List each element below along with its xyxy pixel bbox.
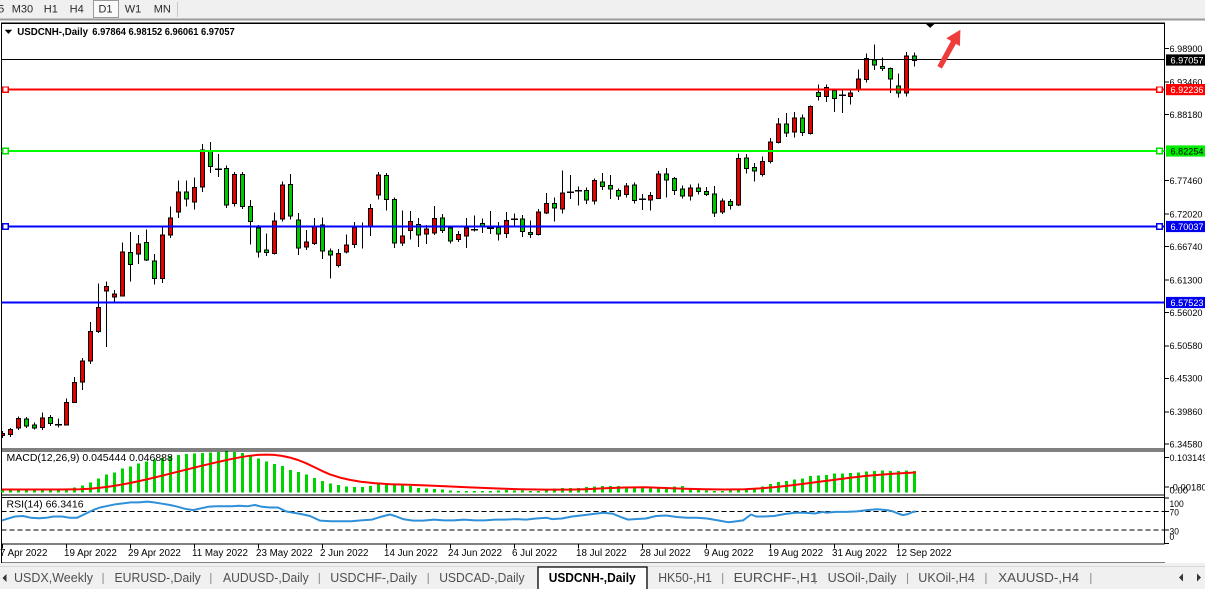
svg-text:|: | (1089, 571, 1092, 585)
svg-text:XAUUSD-,H4: XAUUSD-,H4 (998, 570, 1079, 585)
svg-text:6.97864 6.98152 6.96061 6.9705: 6.97864 6.98152 6.96061 6.97057 (92, 26, 235, 38)
svg-text:5: 5 (0, 4, 4, 16)
svg-text:0.00: 0.00 (1170, 486, 1189, 497)
svg-text:UKOil-,H4: UKOil-,H4 (918, 570, 975, 585)
svg-text:|: | (721, 571, 724, 585)
svg-text:|: | (101, 571, 104, 585)
svg-text:31 Aug 2022: 31 Aug 2022 (832, 548, 887, 559)
svg-text:0.103149: 0.103149 (1170, 453, 1205, 464)
svg-text:H1: H1 (44, 4, 58, 16)
svg-text:6.98900: 6.98900 (1170, 44, 1203, 55)
svg-text:7 Apr 2022: 7 Apr 2022 (0, 548, 47, 559)
svg-text:6.50580: 6.50580 (1170, 341, 1203, 352)
svg-text:|: | (984, 571, 987, 585)
svg-text:18 Jul 2022: 18 Jul 2022 (576, 548, 627, 559)
svg-text:6.92236: 6.92236 (1171, 85, 1204, 96)
svg-text:|: | (209, 571, 212, 585)
svg-text:24 Jun 2022: 24 Jun 2022 (448, 548, 502, 559)
svg-text:6.88180: 6.88180 (1170, 110, 1203, 121)
svg-text:11 May 2022: 11 May 2022 (192, 548, 248, 559)
svg-text:28 Jul 2022: 28 Jul 2022 (640, 548, 691, 559)
svg-text:6.82254: 6.82254 (1171, 147, 1204, 158)
svg-text:6.56020: 6.56020 (1170, 308, 1203, 319)
svg-text:USDCHF-,Daily: USDCHF-,Daily (330, 570, 417, 585)
svg-text:23 May 2022: 23 May 2022 (256, 548, 313, 559)
svg-text:19 Apr 2022: 19 Apr 2022 (64, 548, 117, 559)
svg-text:12 Sep 2022: 12 Sep 2022 (896, 548, 952, 559)
svg-text:19 Aug 2022: 19 Aug 2022 (768, 548, 823, 559)
svg-text:USDCAD-,Daily: USDCAD-,Daily (439, 570, 525, 585)
svg-text:MACD(12,26,9) 0.045444 0.04688: MACD(12,26,9) 0.045444 0.046888 (7, 452, 174, 464)
svg-text:9 Aug 2022: 9 Aug 2022 (704, 548, 754, 559)
svg-text:EURCHF-,H1: EURCHF-,H1 (734, 570, 818, 585)
svg-text:USOil-,Daily: USOil-,Daily (828, 570, 897, 585)
svg-text:100: 100 (1170, 499, 1184, 510)
svg-text:MN: MN (154, 4, 171, 16)
svg-text:6.70037: 6.70037 (1171, 222, 1204, 233)
svg-text:14 Jun 2022: 14 Jun 2022 (384, 548, 438, 559)
svg-text:6 Jul 2022: 6 Jul 2022 (512, 548, 557, 559)
svg-text:|: | (318, 571, 321, 585)
svg-text:6.72020: 6.72020 (1170, 209, 1203, 220)
svg-text:|: | (427, 571, 430, 585)
svg-text:6.57523: 6.57523 (1171, 298, 1204, 309)
svg-text:W1: W1 (125, 4, 142, 16)
svg-text:6.34580: 6.34580 (1170, 440, 1203, 451)
svg-text:6.77460: 6.77460 (1170, 176, 1203, 187)
svg-text:HK50-,H1: HK50-,H1 (658, 570, 712, 585)
svg-text:-0.001803: -0.001803 (1170, 482, 1205, 493)
svg-text:USDCNH-,Daily: USDCNH-,Daily (549, 570, 637, 585)
svg-text:D1: D1 (98, 4, 112, 16)
svg-text:0: 0 (1170, 532, 1175, 543)
svg-text:70: 70 (1170, 507, 1179, 518)
svg-text:6.61300: 6.61300 (1170, 275, 1203, 286)
svg-text:M30: M30 (12, 4, 33, 16)
svg-text:AUDUSD-,Daily: AUDUSD-,Daily (223, 570, 309, 585)
svg-text:6.39860: 6.39860 (1170, 407, 1203, 418)
svg-text:6.97057: 6.97057 (1171, 56, 1204, 67)
svg-text:6.66740: 6.66740 (1170, 242, 1203, 253)
svg-text:RSI(14) 66.3416: RSI(14) 66.3416 (7, 498, 84, 510)
svg-text:2 Jun 2022: 2 Jun 2022 (320, 548, 368, 559)
svg-text:|: | (906, 571, 909, 585)
svg-text:|: | (814, 571, 817, 585)
svg-text:29 Apr 2022: 29 Apr 2022 (128, 548, 181, 559)
svg-text:30: 30 (1170, 527, 1179, 538)
svg-text:6.93460: 6.93460 (1170, 77, 1203, 88)
svg-text:EURUSD-,Daily: EURUSD-,Daily (115, 570, 202, 585)
svg-text:USDCNH-,Daily: USDCNH-,Daily (17, 26, 88, 38)
svg-text:6.45300: 6.45300 (1170, 374, 1203, 385)
svg-text:H4: H4 (70, 4, 84, 16)
svg-text:USDX,Weekly: USDX,Weekly (14, 570, 94, 585)
